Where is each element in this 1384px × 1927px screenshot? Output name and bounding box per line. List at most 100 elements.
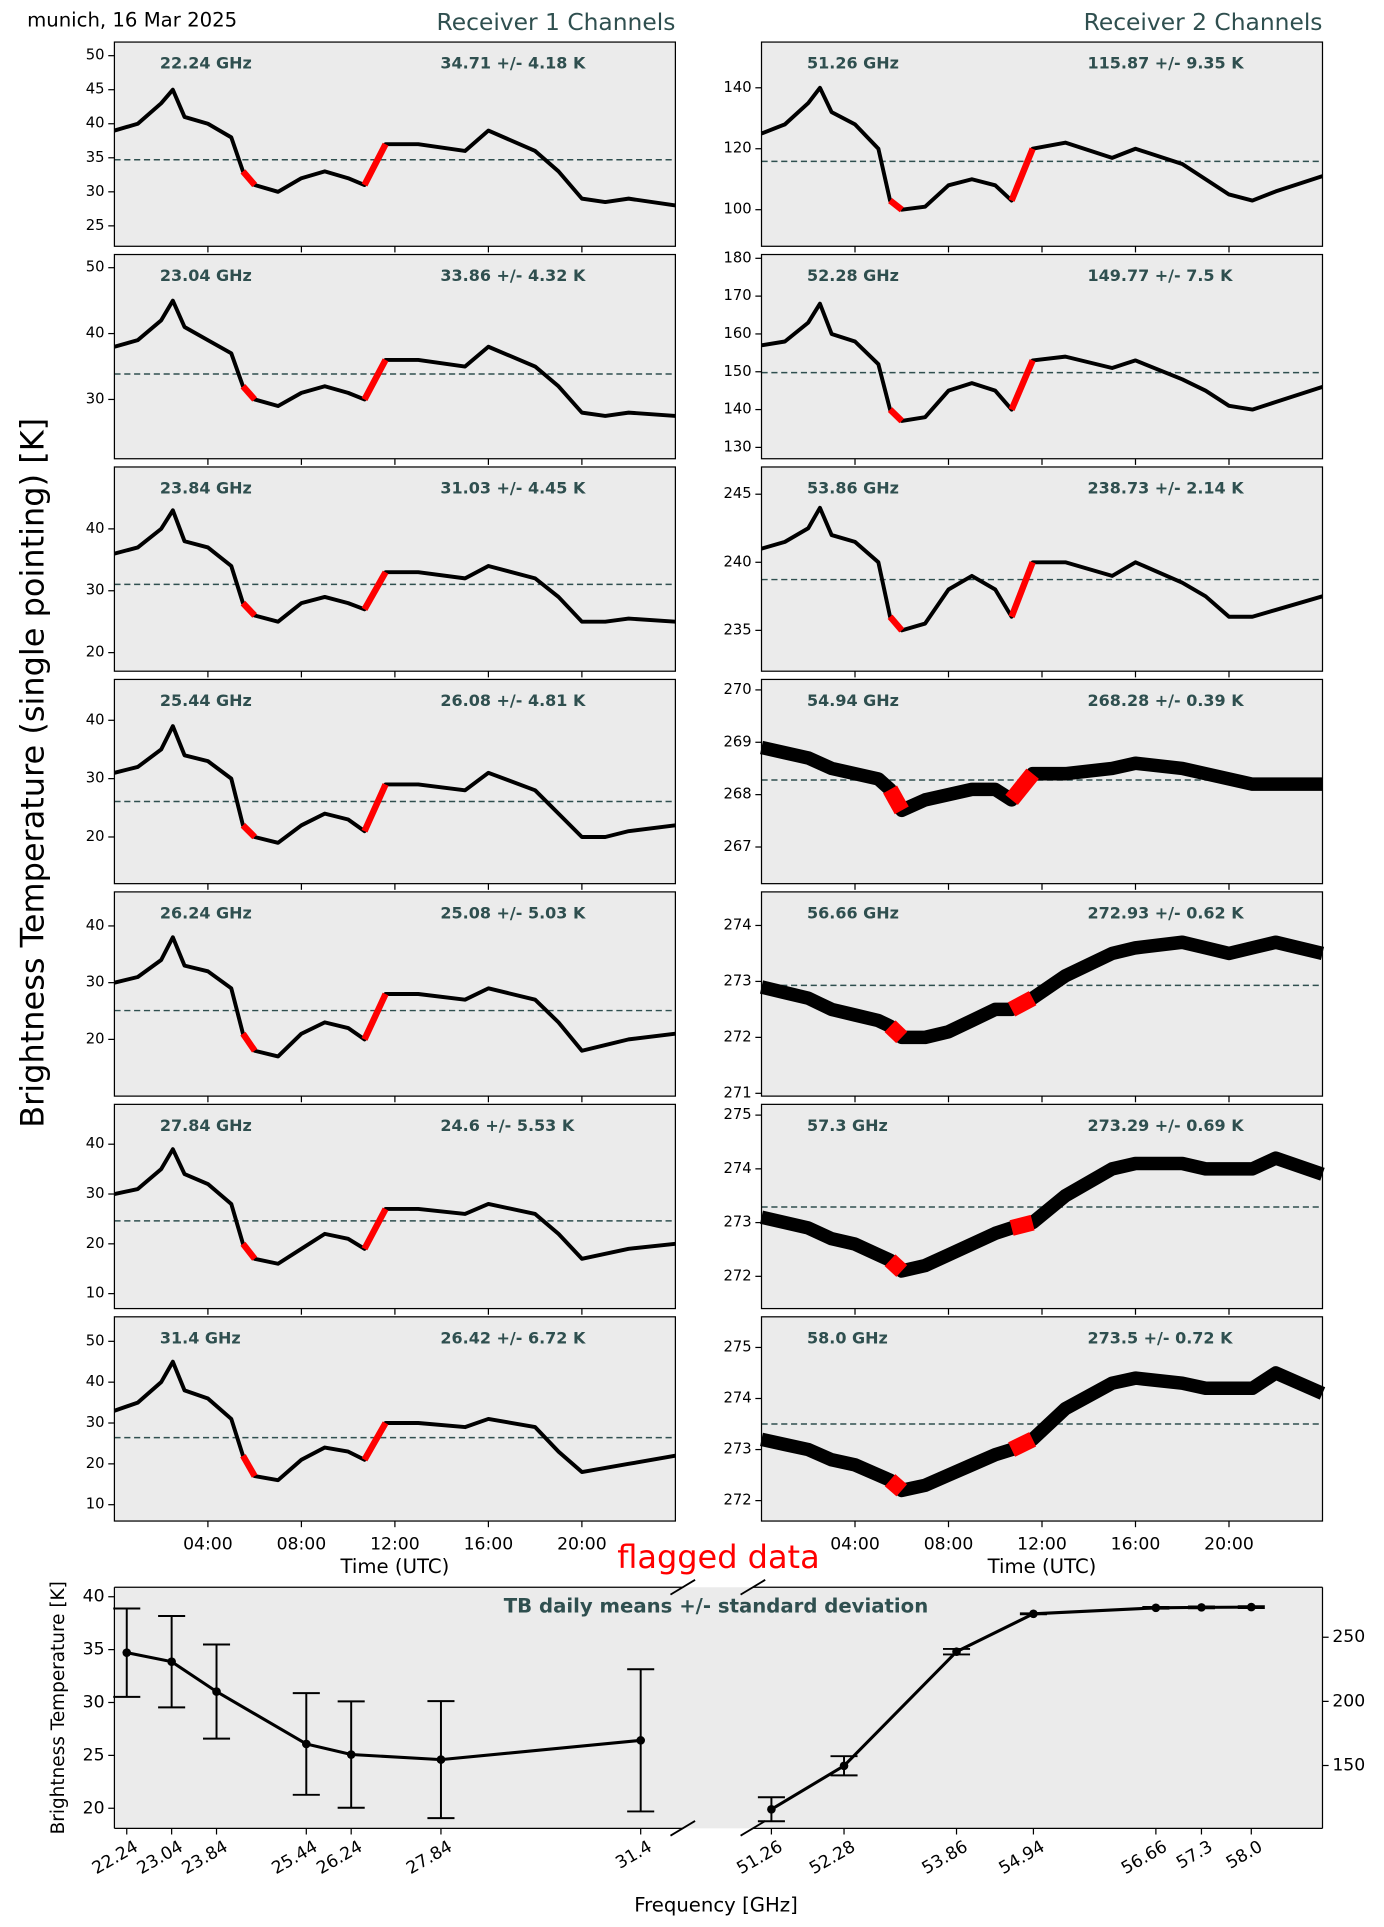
axis-break xyxy=(740,1579,766,1596)
y-tick-label: 170 xyxy=(724,287,752,304)
plot-frame xyxy=(760,41,1324,247)
y-tick-label: 269 xyxy=(724,733,752,750)
mean-point xyxy=(767,1804,776,1814)
series-line xyxy=(113,1359,676,1483)
flagged-segment xyxy=(361,1421,389,1462)
series-line xyxy=(113,724,676,845)
y-tick-label: 25 xyxy=(86,217,105,234)
plot-frame xyxy=(760,891,1324,1097)
y-axis-label: Brightness Temperature [K] xyxy=(48,1581,69,1834)
chart-title: TB daily means +/- standard deviation xyxy=(504,1594,928,1617)
x-tick-label: 22.24 xyxy=(89,1837,142,1879)
y-tick-label: 273 xyxy=(724,972,752,989)
x-tick-label: 31.4 xyxy=(612,1837,655,1873)
flagged-segment xyxy=(1008,1432,1037,1457)
channel-stat: 268.28 +/- 0.39 K xyxy=(1088,691,1245,710)
flagged-segment xyxy=(883,785,909,815)
x-tick-label: 54.94 xyxy=(996,1837,1049,1879)
channel-stat: 273.5 +/- 0.72 K xyxy=(1088,1328,1234,1347)
y-tick-label: 40 xyxy=(86,325,105,342)
channel-stat: 238.73 +/- 2.14 K xyxy=(1088,479,1245,498)
flagged-segment xyxy=(1008,561,1036,618)
y-tick-label: 273 xyxy=(724,1214,752,1231)
y-tick-label: 30 xyxy=(83,1692,105,1712)
flagged-segment xyxy=(1009,1214,1035,1236)
x-tick-label: 16:00 xyxy=(464,1534,514,1554)
flagged-segment xyxy=(1008,147,1036,202)
x-tick-label: 08:00 xyxy=(924,1534,974,1554)
y-tick-label: 274 xyxy=(724,1160,752,1177)
y-tick-label: 30 xyxy=(86,770,105,787)
plot-area xyxy=(114,1587,1323,1829)
plot-area xyxy=(761,466,1323,672)
mean-point xyxy=(122,1648,132,1657)
y-tick-label: 40 xyxy=(86,711,105,728)
mean-point xyxy=(436,1755,446,1764)
series-line xyxy=(113,508,676,624)
plot-frame xyxy=(760,253,1324,460)
plot-frame xyxy=(113,891,677,1097)
x-tick-label: 52.28 xyxy=(806,1837,859,1879)
x-tick-label: 23.04 xyxy=(134,1837,187,1879)
plot-area xyxy=(761,1316,1323,1522)
flagged-segment xyxy=(240,823,257,840)
y-tick-label: 235 xyxy=(724,621,752,638)
y-tick-label: 273 xyxy=(724,1441,752,1458)
y-tick-label: 40 xyxy=(83,1587,105,1607)
x-tick-label: 04:00 xyxy=(183,1534,233,1554)
y-tick-label: 30 xyxy=(86,1185,105,1202)
flagged-segment xyxy=(887,614,905,633)
y-tick-label: 180 xyxy=(724,249,752,266)
flagged-segment xyxy=(240,600,257,618)
y-tick-label: 20 xyxy=(86,644,105,661)
series-line xyxy=(759,935,1325,1045)
x-tick-label: 12:00 xyxy=(1017,1534,1067,1554)
x-tick-label: 16:00 xyxy=(1111,1534,1161,1554)
channel-label: 52.28 GHz xyxy=(807,266,899,285)
series-line xyxy=(760,1366,1326,1498)
flagged-segment xyxy=(1007,991,1037,1017)
channel-label: 23.84 GHz xyxy=(160,479,252,498)
y2-tick-label: 150 xyxy=(1332,1756,1365,1776)
y-tick-label: 20 xyxy=(86,828,105,845)
y-tick-label: 35 xyxy=(83,1640,105,1660)
y-tick-label: 30 xyxy=(86,390,105,407)
channel-label: 27.84 GHz xyxy=(160,1116,252,1135)
y-tick-label: 275 xyxy=(724,1106,752,1123)
plot-area xyxy=(761,42,1323,247)
axis-break xyxy=(669,1579,696,1596)
mean-point xyxy=(167,1657,176,1666)
plot-area xyxy=(114,254,676,459)
y-tick-label: 40 xyxy=(86,1135,105,1152)
x-tick-label: 12:00 xyxy=(370,1534,420,1554)
channel-stat: 26.08 +/- 4.81 K xyxy=(440,691,586,710)
y-tick-label: 50 xyxy=(86,1332,105,1349)
channel-stat: 25.08 +/- 5.03 K xyxy=(440,904,586,923)
x-tick-label: 27.84 xyxy=(403,1837,456,1879)
mean-point xyxy=(301,1739,311,1749)
plot-frame xyxy=(113,1316,677,1522)
channel-stat: 149.77 +/- 7.5 K xyxy=(1088,266,1234,285)
y-tick-label: 270 xyxy=(724,681,752,698)
x-tick-label: 25.44 xyxy=(268,1837,321,1879)
x-tick-label: 53.86 xyxy=(919,1837,972,1879)
y-tick-label: 40 xyxy=(86,1373,105,1390)
x-axis-label: Time (UTC) xyxy=(987,1555,1097,1578)
y-tick-label: 25 xyxy=(83,1745,105,1765)
channel-stat: 272.93 +/- 0.62 K xyxy=(1088,904,1245,923)
channel-label: 23.04 GHz xyxy=(160,266,252,285)
header: munich, 16 Mar 2025 xyxy=(27,9,237,32)
channel-label: 25.44 GHz xyxy=(160,691,252,710)
y-tick-label: 240 xyxy=(724,553,752,570)
flagged-segment xyxy=(888,198,904,213)
receiver-title: Receiver 1 Channels xyxy=(437,8,676,36)
series-line xyxy=(760,505,1324,633)
series-line xyxy=(759,1151,1325,1278)
flagged-segment xyxy=(240,384,258,402)
x-tick-label: 08:00 xyxy=(277,1534,327,1554)
channel-label: 22.24 GHz xyxy=(160,54,252,73)
x-tick-label: 20:00 xyxy=(557,1534,607,1554)
y-tick-label: 40 xyxy=(86,520,105,537)
x-tick-label: 57.3 xyxy=(1173,1837,1216,1873)
